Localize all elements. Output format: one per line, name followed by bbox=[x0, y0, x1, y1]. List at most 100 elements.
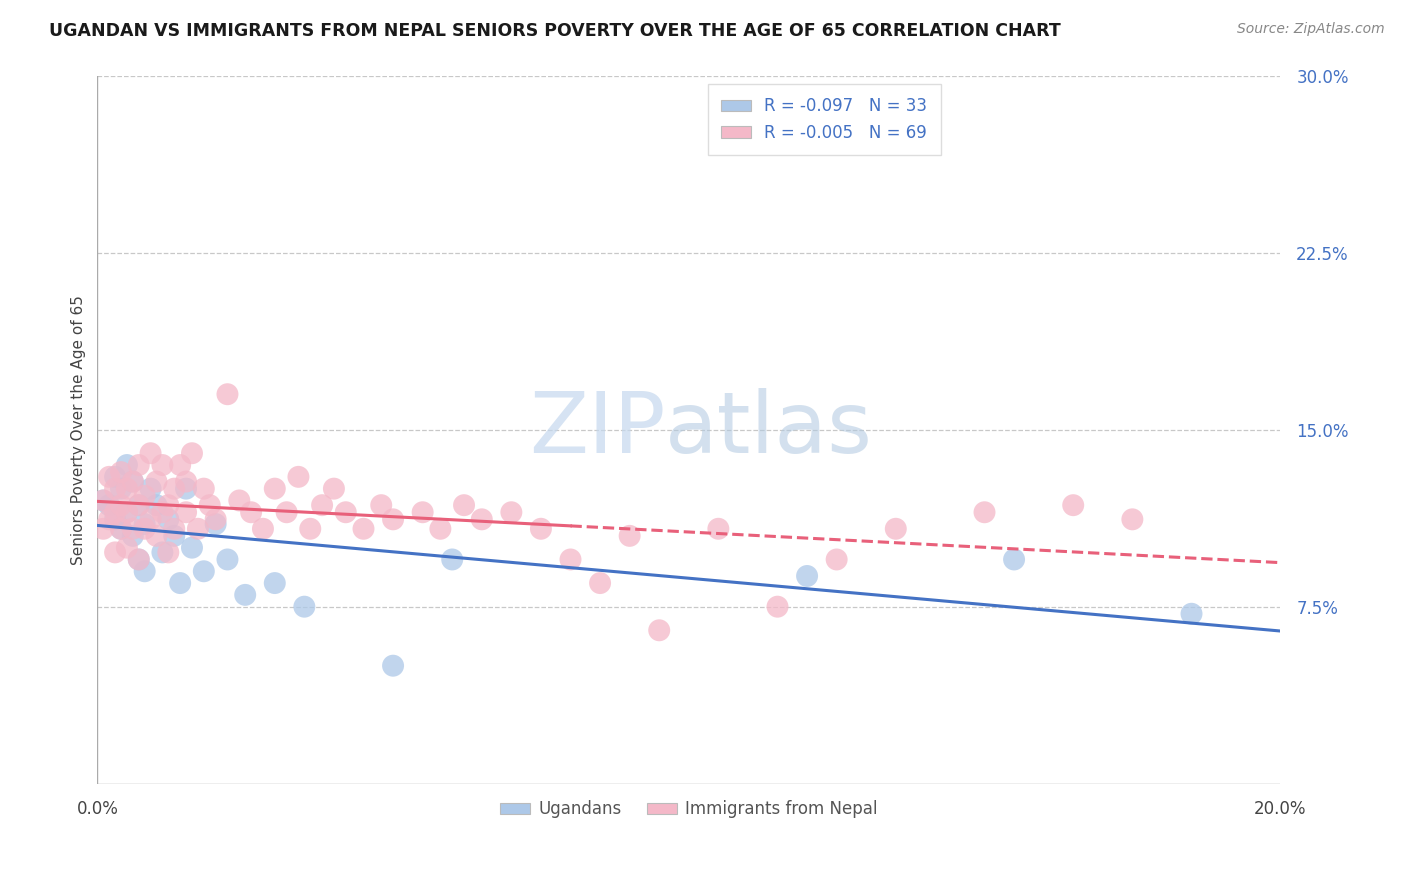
Point bbox=[145, 529, 167, 543]
Point bbox=[115, 482, 138, 496]
Point bbox=[174, 482, 197, 496]
Point bbox=[353, 522, 375, 536]
Text: Source: ZipAtlas.com: Source: ZipAtlas.com bbox=[1237, 22, 1385, 37]
Point bbox=[139, 512, 162, 526]
Point bbox=[181, 446, 204, 460]
Point bbox=[104, 505, 127, 519]
Point bbox=[157, 512, 180, 526]
Text: ZIP: ZIP bbox=[529, 388, 665, 471]
Point bbox=[110, 498, 132, 512]
Point bbox=[121, 529, 143, 543]
Point bbox=[104, 482, 127, 496]
Point bbox=[91, 522, 114, 536]
Point bbox=[104, 545, 127, 559]
Point bbox=[163, 522, 186, 536]
Point bbox=[217, 552, 239, 566]
Point bbox=[252, 522, 274, 536]
Point bbox=[110, 522, 132, 536]
Point bbox=[110, 465, 132, 479]
Point bbox=[110, 522, 132, 536]
Point bbox=[152, 458, 174, 472]
Point bbox=[115, 505, 138, 519]
Point bbox=[152, 505, 174, 519]
Point bbox=[263, 482, 285, 496]
Point bbox=[174, 505, 197, 519]
Point bbox=[560, 552, 582, 566]
Point bbox=[707, 522, 730, 536]
Point bbox=[382, 512, 405, 526]
Point bbox=[412, 505, 434, 519]
Point bbox=[187, 522, 209, 536]
Point bbox=[115, 458, 138, 472]
Legend: Ugandans, Immigrants from Nepal: Ugandans, Immigrants from Nepal bbox=[494, 794, 884, 825]
Point bbox=[139, 482, 162, 496]
Point bbox=[648, 624, 671, 638]
Point bbox=[263, 576, 285, 591]
Point bbox=[98, 498, 121, 512]
Point bbox=[128, 552, 150, 566]
Point bbox=[335, 505, 357, 519]
Point bbox=[98, 470, 121, 484]
Point bbox=[193, 482, 215, 496]
Point bbox=[174, 475, 197, 489]
Point bbox=[453, 498, 475, 512]
Point bbox=[145, 498, 167, 512]
Point bbox=[382, 658, 405, 673]
Point bbox=[589, 576, 612, 591]
Point bbox=[98, 512, 121, 526]
Point bbox=[157, 498, 180, 512]
Point bbox=[121, 475, 143, 489]
Point bbox=[228, 493, 250, 508]
Point bbox=[163, 482, 186, 496]
Point bbox=[121, 475, 143, 489]
Point bbox=[471, 512, 494, 526]
Point bbox=[299, 522, 322, 536]
Point bbox=[152, 545, 174, 559]
Point bbox=[973, 505, 995, 519]
Point bbox=[292, 599, 315, 614]
Text: atlas: atlas bbox=[665, 388, 873, 471]
Point bbox=[115, 505, 138, 519]
Point bbox=[193, 564, 215, 578]
Point bbox=[323, 482, 346, 496]
Point bbox=[1180, 607, 1202, 621]
Point bbox=[91, 493, 114, 508]
Point bbox=[1002, 552, 1025, 566]
Y-axis label: Seniors Poverty Over the Age of 65: Seniors Poverty Over the Age of 65 bbox=[72, 294, 86, 565]
Point bbox=[134, 564, 156, 578]
Point bbox=[198, 498, 221, 512]
Point bbox=[619, 529, 641, 543]
Point bbox=[145, 475, 167, 489]
Point bbox=[441, 552, 464, 566]
Point bbox=[128, 498, 150, 512]
Point bbox=[134, 489, 156, 503]
Point bbox=[1062, 498, 1084, 512]
Point bbox=[110, 482, 132, 496]
Point bbox=[233, 588, 256, 602]
Point bbox=[128, 498, 150, 512]
Point bbox=[104, 470, 127, 484]
Point bbox=[181, 541, 204, 555]
Point bbox=[370, 498, 392, 512]
Point bbox=[128, 552, 150, 566]
Point bbox=[276, 505, 298, 519]
Point bbox=[169, 576, 191, 591]
Point bbox=[134, 517, 156, 532]
Point bbox=[163, 529, 186, 543]
Point bbox=[501, 505, 523, 519]
Point bbox=[91, 493, 114, 508]
Point bbox=[217, 387, 239, 401]
Point bbox=[884, 522, 907, 536]
Point bbox=[104, 512, 127, 526]
Point bbox=[240, 505, 263, 519]
Point bbox=[766, 599, 789, 614]
Point bbox=[169, 458, 191, 472]
Point bbox=[134, 522, 156, 536]
Point bbox=[530, 522, 553, 536]
Point bbox=[128, 458, 150, 472]
Text: UGANDAN VS IMMIGRANTS FROM NEPAL SENIORS POVERTY OVER THE AGE OF 65 CORRELATION : UGANDAN VS IMMIGRANTS FROM NEPAL SENIORS… bbox=[49, 22, 1062, 40]
Point bbox=[121, 522, 143, 536]
Point bbox=[796, 569, 818, 583]
Point bbox=[139, 446, 162, 460]
Point bbox=[1121, 512, 1143, 526]
